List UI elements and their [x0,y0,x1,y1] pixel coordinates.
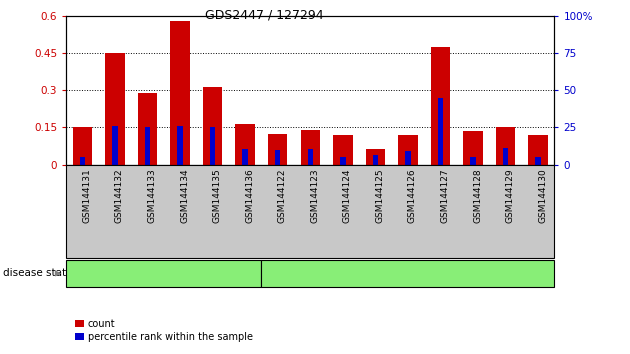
Text: GSM144123: GSM144123 [310,168,319,223]
Bar [398,135,418,165]
Bar [210,127,215,165]
Bar [275,150,280,165]
Bar [529,135,548,165]
Text: nicotine dependence: nicotine dependence [109,268,219,279]
Bar [431,47,450,165]
Bar [536,157,541,165]
Text: GSM144129: GSM144129 [506,168,515,223]
Bar [503,148,508,165]
Bar [470,157,476,165]
Bar [79,157,85,165]
Bar [105,53,125,165]
Bar [307,149,313,165]
Bar [170,21,190,165]
Bar [177,126,183,165]
Bar [438,98,444,165]
Text: disease state: disease state [3,268,72,279]
Text: GSM144132: GSM144132 [115,168,124,223]
Bar [145,127,151,165]
Text: GSM144131: GSM144131 [83,168,91,223]
Text: control: control [390,268,426,279]
Text: GSM144133: GSM144133 [147,168,156,223]
Bar [203,86,222,165]
Bar [340,157,346,165]
Text: GSM144122: GSM144122 [278,168,287,223]
Legend: count, percentile rank within the sample: count, percentile rank within the sample [71,315,256,346]
Bar [268,133,287,165]
Bar [138,93,158,165]
Bar [243,149,248,165]
Bar [405,151,411,165]
Text: GDS2447 / 127294: GDS2447 / 127294 [205,9,324,22]
Text: GSM144126: GSM144126 [408,168,417,223]
Text: GSM144124: GSM144124 [343,168,352,223]
Bar [333,135,353,165]
Text: GSM144135: GSM144135 [212,168,222,223]
Bar [72,127,92,165]
Bar [365,149,385,165]
Bar [301,130,320,165]
Text: GSM144125: GSM144125 [375,168,384,223]
Text: GSM144127: GSM144127 [440,168,449,223]
Bar [112,126,118,165]
Bar [496,127,515,165]
Text: GSM144130: GSM144130 [538,168,547,223]
Bar [236,124,255,165]
Text: GSM144128: GSM144128 [473,168,482,223]
Bar [372,155,378,165]
Bar [463,131,483,165]
Text: GSM144136: GSM144136 [245,168,254,223]
Text: GSM144134: GSM144134 [180,168,189,223]
